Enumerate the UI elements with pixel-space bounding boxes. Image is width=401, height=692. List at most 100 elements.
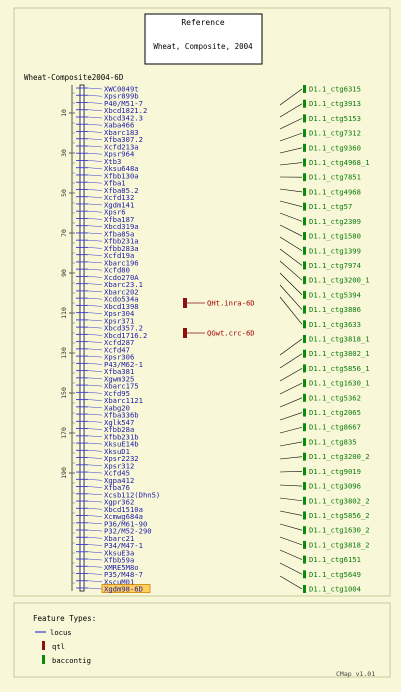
- contig-connector: [280, 576, 302, 589]
- marker-leader: [88, 363, 102, 364]
- contig-marker: [303, 173, 306, 181]
- marker-leader: [88, 400, 102, 401]
- contig-label[interactable]: D1.1_ctg57: [309, 202, 352, 211]
- marker-leader: [88, 182, 102, 183]
- marker-leader: [88, 414, 102, 415]
- legend-title: Feature Types:: [33, 614, 96, 623]
- contig-label[interactable]: D1.1_ctg1630_1: [309, 379, 370, 388]
- contig-label[interactable]: D1.1_ctg6315: [309, 85, 361, 94]
- contig-label[interactable]: D1.1_ctg3200_1: [309, 276, 370, 285]
- contig-label[interactable]: D1.1_ctg3200_2: [309, 452, 370, 461]
- contig-connector: [280, 524, 302, 530]
- contig-marker: [303, 232, 306, 240]
- marker-leader: [88, 247, 102, 248]
- marker-leader: [88, 421, 102, 422]
- marker-leader: [88, 559, 102, 560]
- contig-label[interactable]: D1.1_ctg835: [309, 437, 357, 446]
- legend-qtl-swatch: [42, 641, 45, 650]
- marker-leader: [88, 574, 102, 575]
- scale-tick-label: 30: [60, 149, 68, 157]
- contig-label[interactable]: D1.1_ctg3802_2: [309, 496, 370, 505]
- qtl-label[interactable]: QGwt.crc-6D: [207, 329, 255, 338]
- contig-label[interactable]: D1.1_ctg6151: [309, 555, 361, 564]
- marker-leader: [88, 516, 102, 517]
- marker-leader: [88, 226, 102, 227]
- marker-leader: [88, 160, 102, 161]
- map-name[interactable]: Wheat-Composite2004-6D: [24, 73, 124, 82]
- contig-label[interactable]: D1.1_ctg3913: [309, 99, 361, 108]
- contig-label[interactable]: D1.1_ctg7312: [309, 129, 361, 138]
- contig-label[interactable]: D1.1_ctg3096: [309, 482, 361, 491]
- marker-leader: [88, 588, 102, 589]
- contig-marker: [303, 217, 306, 225]
- contig-marker: [303, 511, 306, 519]
- contig-label[interactable]: D1.1_ctg5856_1: [309, 364, 370, 373]
- marker-leader: [88, 218, 102, 219]
- contig-label[interactable]: D1.1_ctg3818_2: [309, 540, 370, 549]
- contig-label[interactable]: D1.1_ctg7974: [309, 261, 361, 270]
- scale-tick-label: 170: [60, 427, 68, 439]
- contig-label[interactable]: D1.1_ctg3633: [309, 320, 361, 329]
- contig-label[interactable]: D1.1_ctg4968_1: [309, 158, 370, 167]
- contig-label[interactable]: D1.1_ctg1399: [309, 246, 361, 255]
- reference-map-name[interactable]: Wheat, Composite, 2004: [153, 42, 253, 51]
- marker-leader: [88, 436, 102, 437]
- contig-connector: [280, 485, 302, 486]
- contig-label[interactable]: D1.1_ctg5856_2: [309, 511, 370, 520]
- contig-connector: [280, 213, 302, 221]
- marker-leader: [88, 443, 102, 444]
- contig-label[interactable]: D1.1_ctg3818_1: [309, 335, 370, 344]
- contig-connector: [280, 201, 302, 207]
- marker-leader: [88, 204, 102, 205]
- contig-label[interactable]: D1.1_ctg8667: [309, 423, 361, 432]
- marker-leader: [88, 385, 102, 386]
- contig-label[interactable]: D1.1_ctg9019: [309, 467, 361, 476]
- contig-label[interactable]: D1.1_ctg2065: [309, 408, 361, 417]
- contig-label[interactable]: D1.1_ctg2309: [309, 217, 361, 226]
- contig-marker: [303, 570, 306, 578]
- marker-leader: [88, 168, 102, 169]
- contig-label[interactable]: D1.1_ctg5649: [309, 570, 361, 579]
- contig-marker: [303, 276, 306, 284]
- contig-label[interactable]: D1.1_ctg1004: [309, 585, 361, 594]
- contig-label[interactable]: D1.1_ctg5153: [309, 114, 361, 123]
- legend-qtl-label: qtl: [52, 642, 65, 651]
- marker-leader: [88, 124, 102, 125]
- marker-label[interactable]: Xgdm98-6D: [104, 585, 143, 594]
- contig-marker: [303, 291, 306, 299]
- contig-label[interactable]: D1.1_ctg3802_1: [309, 349, 370, 358]
- contig-label[interactable]: D1.1_ctg7851: [309, 173, 361, 182]
- contig-connector: [280, 383, 302, 394]
- contig-marker: [303, 85, 306, 93]
- contig-connector: [280, 89, 302, 105]
- marker-leader: [88, 342, 102, 343]
- contig-marker: [303, 409, 306, 417]
- legend-locus-label: locus: [50, 628, 72, 637]
- marker-leader: [88, 305, 102, 306]
- contig-connector: [280, 261, 302, 280]
- marker-leader: [88, 175, 102, 176]
- marker-leader: [88, 131, 102, 132]
- contig-connector: [280, 118, 302, 129]
- scale-tick-label: 50: [60, 189, 68, 197]
- scale-tick-label: 70: [60, 229, 68, 237]
- contig-marker: [303, 350, 306, 358]
- marker-leader: [88, 146, 102, 147]
- marker-leader: [88, 269, 102, 270]
- contig-label[interactable]: D1.1_ctg9360: [309, 143, 361, 152]
- contig-marker: [303, 247, 306, 255]
- contig-label[interactable]: D1.1_ctg3886: [309, 305, 361, 314]
- contig-label[interactable]: D1.1_ctg1580: [309, 232, 361, 241]
- contig-label[interactable]: D1.1_ctg5362: [309, 393, 361, 402]
- contig-connector: [280, 285, 302, 310]
- contig-label[interactable]: D1.1_ctg5394: [309, 290, 361, 299]
- contig-label[interactable]: D1.1_ctg1630_2: [309, 526, 370, 535]
- contig-marker: [303, 129, 306, 137]
- marker-leader: [88, 458, 102, 459]
- contig-marker: [303, 159, 306, 167]
- qtl-label[interactable]: QHt.inra-6D: [207, 299, 255, 308]
- contig-label[interactable]: D1.1_ctg4968: [309, 187, 361, 196]
- contig-marker: [303, 585, 306, 593]
